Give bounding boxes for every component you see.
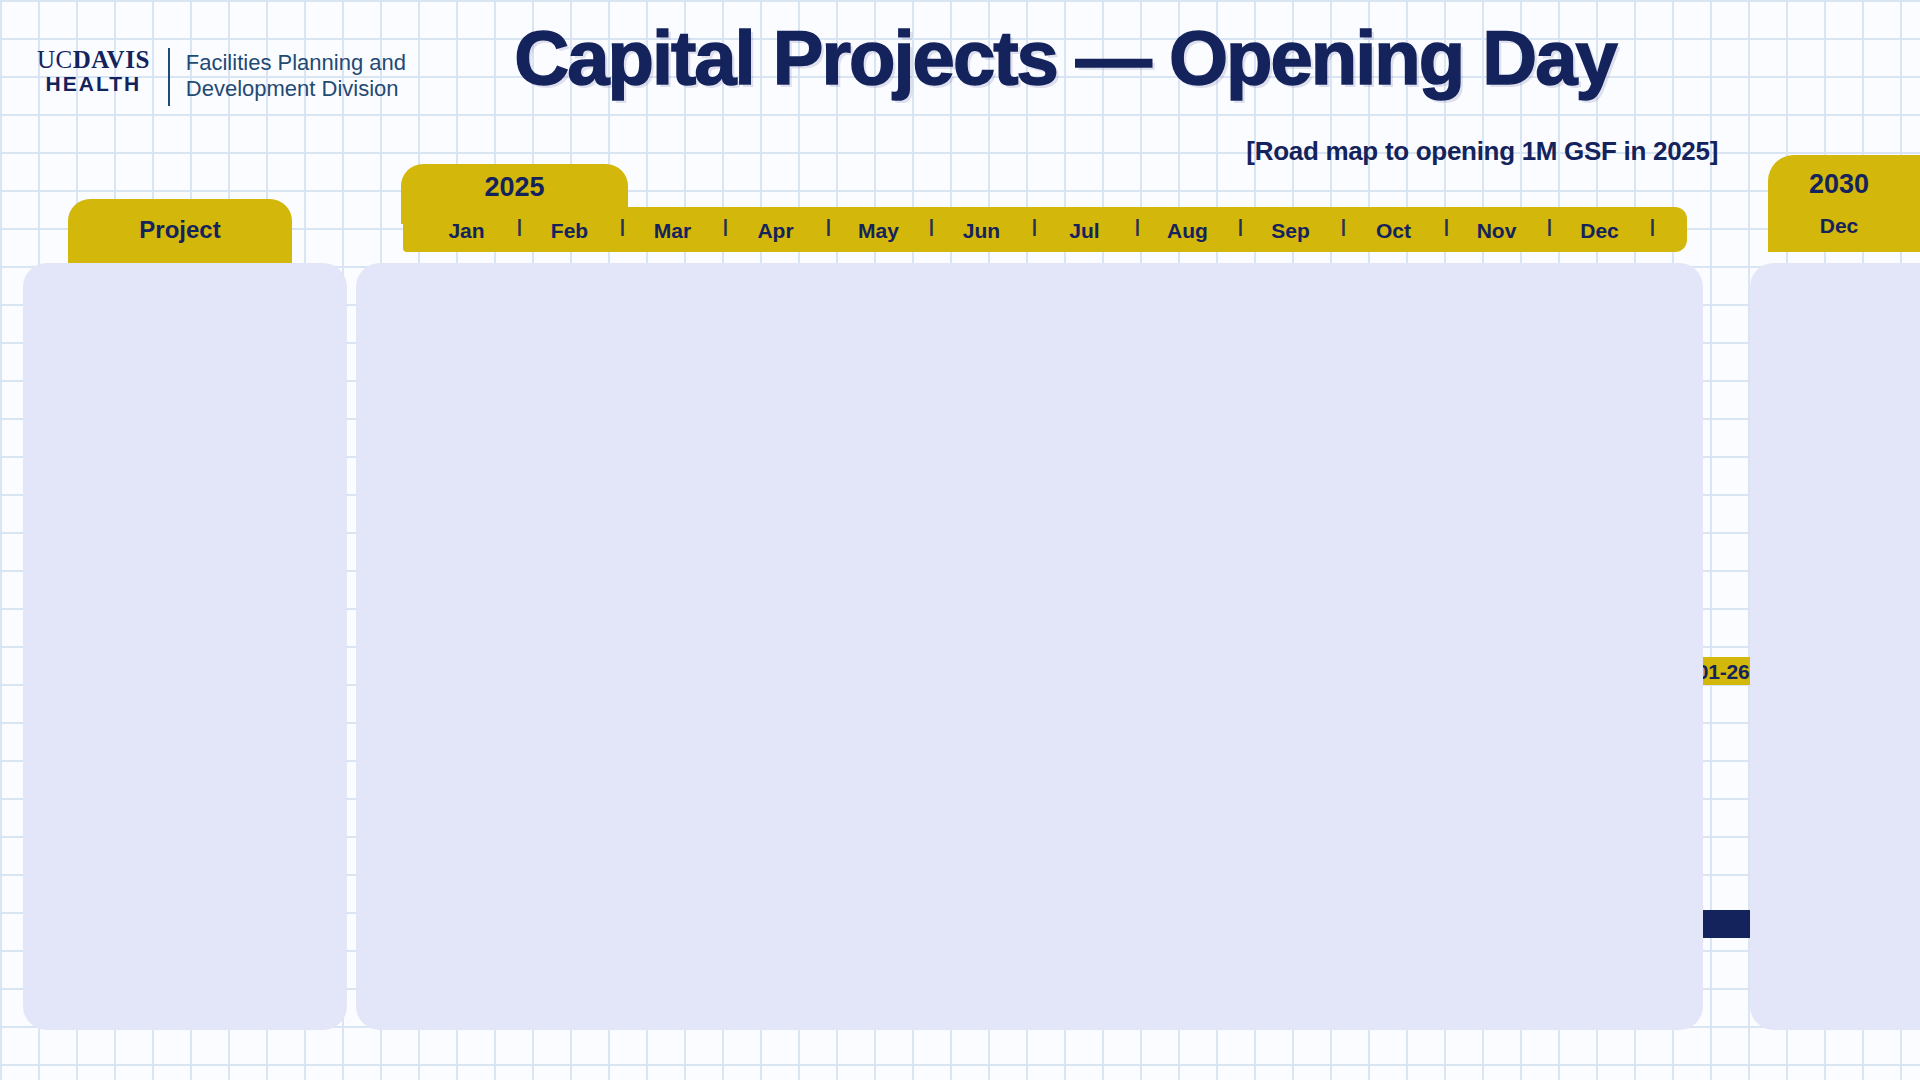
month-label-oct: Oct — [1376, 219, 1411, 243]
logo-uc: UC — [37, 46, 73, 73]
month-cell-mar: Mar| — [621, 212, 724, 250]
logo-davis: DAVIS — [73, 46, 150, 73]
month-cell-apr: Apr| — [724, 212, 827, 250]
division-line-1: Facilities Planning and — [186, 50, 406, 75]
month-label-jun: Jun — [963, 219, 1000, 243]
month-label-aug: Aug — [1167, 219, 1208, 243]
month-2030-dec-label: Dec — [1768, 214, 1910, 238]
month-label-may: May — [858, 219, 899, 243]
month-label-jul: Jul — [1069, 219, 1099, 243]
year-tab-2030: 2030 Dec — [1768, 155, 1920, 252]
page-title: Capital Projects — Opening Day — [412, 14, 1718, 101]
month-cell-sep: Sep| — [1239, 212, 1342, 250]
month-label-sep: Sep — [1271, 219, 1310, 243]
division-line-2: Development Division — [186, 76, 399, 101]
page-subtitle: [Road map to opening 1M GSF in 2025] — [1246, 136, 1718, 167]
logo-health: HEALTH — [37, 72, 150, 96]
project-column-header: Project — [68, 199, 292, 261]
gantt-2030-panel — [1750, 263, 1920, 1030]
year-2025-label: 2025 — [401, 164, 628, 210]
month-label-jan: Jan — [448, 219, 484, 243]
month-cell-nov: Nov| — [1445, 212, 1548, 250]
month-label-apr: Apr — [757, 219, 793, 243]
capital-projects-poster: UCDAVIS HEALTH Facilities Planning and D… — [0, 0, 1920, 1080]
month-cell-aug: Aug| — [1136, 212, 1239, 250]
month-label-dec: Dec — [1580, 219, 1619, 243]
logo-divider-rule — [168, 48, 170, 106]
gantt-chart-panel — [356, 263, 1703, 1030]
month-labels-row: Jan|Feb|Mar|Apr|May|Jun|Jul|Aug|Sep|Oct|… — [415, 212, 1651, 250]
logo-wordmark: UCDAVIS HEALTH — [37, 48, 150, 96]
month-label-mar: Mar — [654, 219, 691, 243]
year-2030-label: 2030 — [1768, 169, 1910, 200]
month-cell-may: May| — [827, 212, 930, 250]
month-cell-oct: Oct| — [1342, 212, 1445, 250]
month-cell-feb: Feb| — [518, 212, 621, 250]
month-label-feb: Feb — [551, 219, 588, 243]
month-cell-dec: Dec| — [1548, 212, 1651, 250]
month-cell-jan: Jan| — [415, 212, 518, 250]
month-cell-jul: Jul| — [1033, 212, 1136, 250]
month-label-nov: Nov — [1477, 219, 1517, 243]
project-names-panel — [23, 263, 347, 1030]
project-column-tab: Project — [68, 199, 292, 269]
logo-division-name: Facilities Planning and Development Divi… — [186, 48, 406, 102]
ucdavis-health-logo: UCDAVIS HEALTH Facilities Planning and D… — [37, 48, 406, 106]
logo-brand-line: UCDAVIS — [37, 48, 150, 72]
month-cell-jun: Jun| — [930, 212, 1033, 250]
month-separator: | — [1650, 215, 1655, 237]
